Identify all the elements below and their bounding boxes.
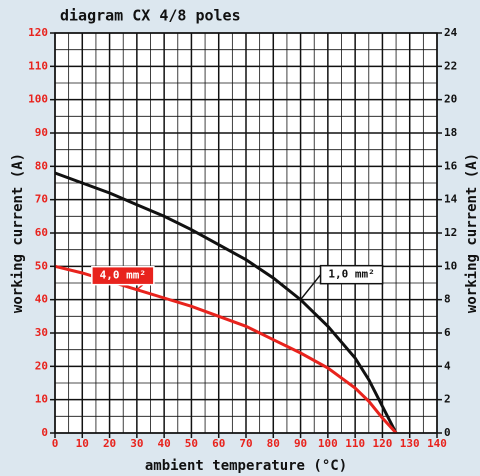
series-line (54, 171, 398, 434)
y2-tick-label: 2 (444, 393, 451, 406)
marks: 1,0 mm² 4,0 mm² (54, 171, 398, 435)
grid (50, 32, 442, 438)
x-tick-label: 90 (294, 437, 307, 450)
y2-tick-label: 10 (444, 259, 457, 272)
label-leader (299, 274, 322, 301)
y-tick-label: 110 (28, 59, 48, 72)
y2-tick-label: 0 (444, 426, 451, 439)
y2-tick-label: 4 (444, 359, 451, 372)
x-tick-label: 110 (345, 437, 365, 450)
x-tick-label: 50 (185, 437, 198, 450)
plot-frame (54, 32, 438, 434)
y-tick-label: 70 (35, 193, 48, 206)
x-tick-label: 10 (76, 437, 89, 450)
y2-tick-label: 6 (444, 326, 451, 339)
x-tick-label: 70 (239, 437, 252, 450)
y2-tick-label: 16 (444, 159, 458, 172)
legend-label: 1,0 mm² (328, 268, 374, 281)
chart-title: diagram CX 4/8 poles (60, 7, 241, 25)
y2-tick-label: 12 (444, 226, 457, 239)
y-tick-label: 30 (35, 326, 48, 339)
y-tick-label: 0 (41, 426, 48, 439)
x-tick-label: 30 (130, 437, 143, 450)
y2-tick-label: 8 (444, 293, 451, 306)
y-tick-label: 20 (35, 359, 48, 372)
x-tick-label: 40 (158, 437, 171, 450)
y-tick-label: 120 (28, 26, 48, 39)
label-box (91, 265, 155, 286)
y-axis-label: working current (A) (10, 153, 26, 313)
label-box (319, 264, 384, 285)
y-tick-label: 60 (35, 226, 48, 239)
y-tick-label: 40 (35, 293, 48, 306)
x-tick-label: 140 (427, 437, 447, 450)
y-tick-label: 100 (28, 93, 48, 106)
y2-tick-label: 24 (444, 26, 458, 39)
y2-tick-label: 14 (444, 193, 458, 206)
x-axis-label: ambient temperature (°C) (145, 458, 347, 474)
legend-label: 4,0 mm² (100, 269, 146, 282)
x-tick-label: 80 (267, 437, 280, 450)
y2-tick-label: 22 (444, 59, 457, 72)
x-tick-label: 130 (400, 437, 420, 450)
x-tick-label: 20 (103, 437, 116, 450)
y-tick-label: 10 (35, 393, 48, 406)
y2-axis-label: working current (A) (464, 153, 480, 313)
y2-tick-label: 18 (444, 126, 457, 139)
x-tick-label: 120 (372, 437, 392, 450)
y2-tick-label: 20 (444, 93, 457, 106)
y-tick-label: 80 (35, 159, 48, 172)
x-tick-label: 0 (52, 437, 59, 450)
x-tick-label: 60 (212, 437, 225, 450)
y-tick-label: 90 (35, 126, 48, 139)
x-tick-label: 100 (318, 437, 338, 450)
y-tick-label: 50 (35, 259, 48, 272)
